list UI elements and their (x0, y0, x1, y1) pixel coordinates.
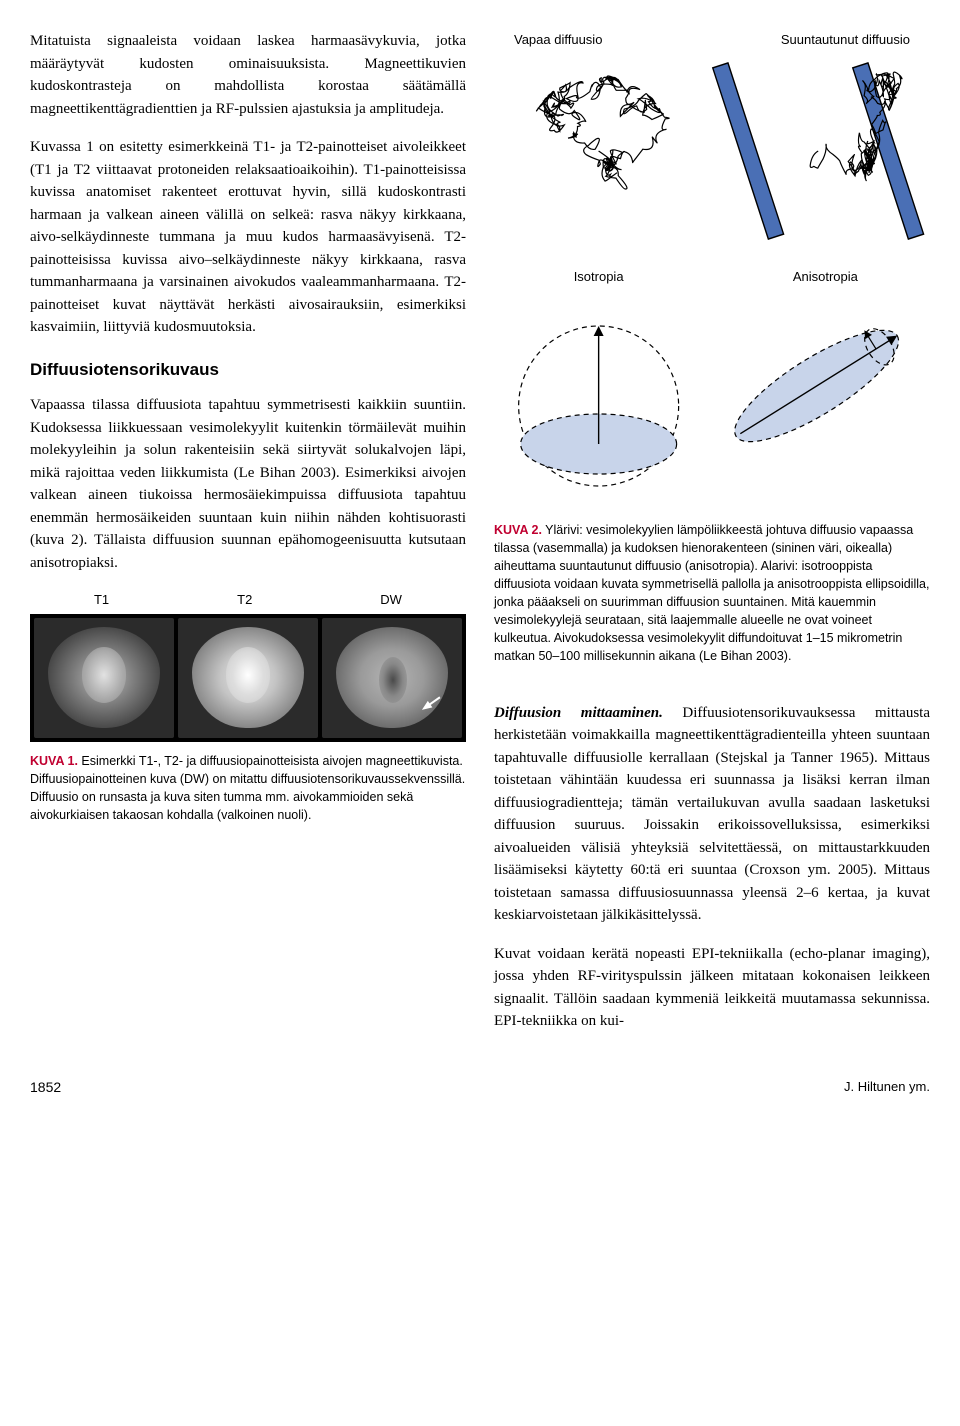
figure-2-top-labels: Vapaa diffuusio Suuntautunut diffuusio (494, 30, 930, 50)
left-column: Mitatuista signaaleista voidaan laskea h… (30, 30, 466, 1049)
fig2-label-isotropia: Isotropia (574, 269, 625, 284)
right-column: Vapaa diffuusio Suuntautunut diffuusio I… (494, 30, 930, 1049)
figure-2-caption-text: Ylärivi: vesimolekyylien lämpöliikkeestä… (494, 523, 929, 664)
fig1-label-t2: T2 (237, 590, 252, 610)
figure-2-caption: KUVA 2. Ylärivi: vesimolekyylien lämpöli… (494, 521, 930, 666)
brain-shape-dw (336, 627, 448, 728)
figure-2: Vapaa diffuusio Suuntautunut diffuusio I… (494, 30, 930, 666)
page-content: Mitatuista signaaleista voidaan laskea h… (30, 30, 930, 1049)
page-footer: 1852 J. Hiltunen ym. (30, 1077, 930, 1098)
figure-1: T1 T2 DW KUVA 1. Esimerkki T1-, T2- ja d… (30, 590, 466, 824)
figure-1-images (30, 614, 466, 742)
paragraph-5: Kuvat voidaan kerätä nopeasti EPI-teknii… (494, 943, 930, 1033)
paragraph-1: Mitatuista signaaleista voidaan laskea h… (30, 30, 466, 120)
fig2-label-suuntautunut: Suuntautunut diffuusio (781, 30, 910, 50)
para4-text: Diffuusiotensorikuvauksessa mittausta he… (494, 705, 930, 924)
fig1-label-t1: T1 (94, 590, 109, 610)
page-number: 1852 (30, 1077, 61, 1098)
figure-2-caption-label: KUVA 2. (494, 523, 542, 537)
para1-text: Mitatuista signaaleista voidaan laskea h… (30, 33, 466, 117)
section-heading-diffuusiotensorikuvaus: Diffuusiotensorikuvaus (30, 357, 466, 383)
brain-image-dw (322, 618, 462, 738)
fig1-label-dw: DW (380, 590, 402, 610)
fig2-label-anisotropia: Anisotropia (793, 269, 859, 284)
paragraph-2: Kuvassa 1 on esitetty esimerkkeinä T1- j… (30, 136, 466, 339)
figure-1-caption: KUVA 1. Esimerkki T1-, T2- ja diffuusiop… (30, 752, 466, 825)
brain-shape-t2 (192, 627, 304, 728)
paragraph-3: Vapaassa tilassa diffuusiota tapahtuu sy… (30, 394, 466, 574)
figure-1-caption-text: Esimerkki T1-, T2- ja diffuusiopainottei… (30, 754, 465, 822)
figure-1-caption-label: KUVA 1. (30, 754, 78, 768)
fig2-label-vapaa: Vapaa diffuusio (514, 30, 602, 50)
figure-1-labels: T1 T2 DW (30, 590, 466, 610)
brain-image-t2 (178, 618, 318, 738)
brain-shape-t1 (48, 627, 160, 728)
figure-2-graphics: Isotropia Anisotropia (494, 56, 930, 511)
para4-runin: Diffuusion mittaaminen. (494, 705, 663, 721)
paragraph-4: Diffuusion mittaaminen. Diffuusiotensori… (494, 702, 930, 927)
brain-image-t1 (34, 618, 174, 738)
footer-author: J. Hiltunen ym. (844, 1077, 930, 1098)
